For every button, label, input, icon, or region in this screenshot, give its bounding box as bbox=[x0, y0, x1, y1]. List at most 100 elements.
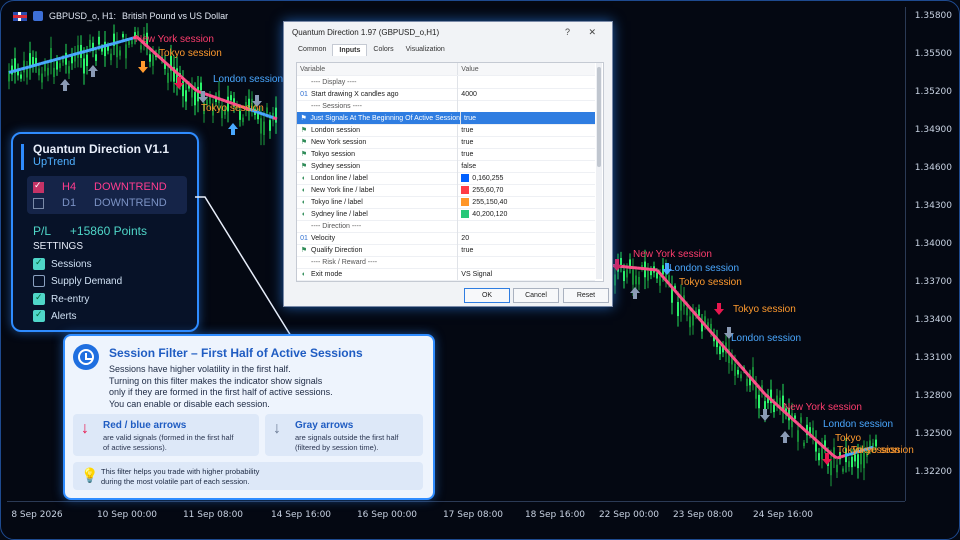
candle-body bbox=[863, 452, 865, 469]
row-label: Start drawing X candles ago bbox=[311, 90, 399, 98]
grid-row[interactable]: ◐ New York line / label 255,60,70 bbox=[297, 184, 595, 197]
session-filter-body: Sessions have higher volatility in the f… bbox=[109, 364, 333, 410]
grid-row[interactable]: ---- Direction ---- bbox=[297, 220, 595, 233]
row-value[interactable] bbox=[457, 220, 595, 232]
row-value[interactable]: false bbox=[457, 160, 595, 172]
candle-body bbox=[698, 309, 700, 316]
reset-button[interactable]: Reset bbox=[563, 288, 609, 303]
color-swatch[interactable] bbox=[461, 174, 470, 182]
candle-body bbox=[14, 58, 16, 73]
tab-colors[interactable]: Colors bbox=[373, 46, 394, 53]
tip-text: This filter helps you trade with higher … bbox=[101, 467, 259, 487]
grid-row[interactable]: ◐ Exit mode VS Signal bbox=[297, 268, 595, 281]
row-value[interactable]: true bbox=[457, 244, 595, 256]
row-value[interactable]: 4000 bbox=[457, 88, 595, 100]
row-value[interactable]: true bbox=[460, 112, 595, 124]
trend-line-segment bbox=[739, 365, 747, 373]
trend-line-segment bbox=[191, 86, 199, 93]
row-value[interactable]: true bbox=[457, 124, 595, 136]
row-type-icon: ◐ bbox=[301, 174, 307, 182]
row-value[interactable]: 20 bbox=[457, 232, 595, 244]
candle-body bbox=[185, 90, 187, 102]
trend-line-segment bbox=[268, 114, 274, 120]
grid-row[interactable]: ⚑ Just Signals At The Beginning Of Active… bbox=[297, 112, 595, 125]
candle-body bbox=[737, 369, 739, 375]
grid-row[interactable]: ⚑ New York session true bbox=[297, 136, 595, 149]
grid-row[interactable]: ⚑ Sydney session false bbox=[297, 160, 595, 173]
trend-line-segment bbox=[779, 407, 787, 414]
cancel-button[interactable]: Cancel bbox=[513, 288, 559, 303]
timeframe-row-h4[interactable]: H4 DOWNTREND bbox=[33, 180, 167, 193]
setting-sessions[interactable]: Sessions bbox=[33, 257, 92, 270]
grid-scrollbar[interactable] bbox=[596, 63, 602, 279]
setting-re-entry[interactable]: Re-entry bbox=[33, 292, 89, 305]
price-tick-label: 1.34000 bbox=[914, 239, 952, 249]
row-value[interactable]: 40,200,120 bbox=[457, 208, 595, 220]
dialog-controls[interactable]: ? ✕ bbox=[564, 27, 604, 37]
row-value[interactable]: 0,160,255 bbox=[457, 172, 595, 184]
timeframe-row-d1[interactable]: D1 DOWNTREND bbox=[33, 197, 167, 209]
candle-body bbox=[854, 454, 856, 462]
trend-line-segment bbox=[799, 425, 807, 432]
trend-line-segment bbox=[715, 338, 723, 345]
row-value[interactable] bbox=[457, 76, 595, 88]
row-value[interactable]: 255,150,40 bbox=[457, 196, 595, 208]
trend-line-segment bbox=[48, 58, 54, 63]
trend-line-segment bbox=[36, 62, 42, 67]
color-swatch[interactable] bbox=[461, 210, 470, 218]
checkbox-icon[interactable] bbox=[33, 292, 45, 305]
grid-row[interactable]: ◐ London line / label 0,160,255 bbox=[297, 172, 595, 185]
grid-row[interactable]: ⚑ Qualify Direction true bbox=[297, 244, 595, 257]
grid-row[interactable]: ◐ Sydney line / label 40,200,120 bbox=[297, 208, 595, 221]
ok-button[interactable]: OK bbox=[464, 288, 510, 303]
trend-status: UpTrend bbox=[33, 156, 76, 168]
row-value-text: true bbox=[461, 246, 474, 254]
row-value[interactable] bbox=[457, 256, 595, 268]
color-swatch[interactable] bbox=[461, 186, 470, 194]
grid-row[interactable]: ⚑ Tokyo session true bbox=[297, 148, 595, 161]
grid-row[interactable]: ---- Risk / Reward ---- bbox=[297, 256, 595, 269]
row-value[interactable]: true bbox=[457, 136, 595, 148]
checkbox-icon[interactable] bbox=[33, 197, 44, 209]
grid-row[interactable]: 01 Start drawing X candles ago 4000 bbox=[297, 88, 595, 101]
row-value[interactable]: true bbox=[457, 148, 595, 160]
price-tick-label: 1.34300 bbox=[914, 201, 952, 211]
grid-row[interactable]: ---- Display ---- bbox=[297, 76, 595, 89]
row-value[interactable] bbox=[457, 100, 595, 112]
candle-body bbox=[800, 417, 802, 423]
grid-row[interactable]: 01 Velocity 20 bbox=[297, 232, 595, 245]
trend-line-segment bbox=[147, 46, 155, 53]
candle-body bbox=[203, 102, 205, 115]
trend-line-segment bbox=[695, 315, 703, 322]
checkbox-icon[interactable] bbox=[33, 275, 45, 287]
checkbox-icon[interactable] bbox=[33, 257, 45, 270]
setting-alerts[interactable]: Alerts bbox=[33, 309, 77, 322]
row-variable: ⚑ Qualify Direction bbox=[297, 246, 457, 255]
checkbox-icon[interactable] bbox=[33, 309, 45, 322]
candle-body bbox=[149, 54, 151, 62]
session-label: Tokyo session bbox=[159, 48, 222, 59]
price-chart[interactable] bbox=[7, 7, 905, 501]
row-value[interactable]: 255,60,70 bbox=[457, 184, 595, 196]
trend-line-segment bbox=[699, 319, 707, 327]
row-type-icon: 01 bbox=[300, 234, 308, 242]
chart-canvas[interactable] bbox=[7, 7, 905, 501]
row-value[interactable]: VS Signal bbox=[457, 268, 595, 280]
candle-body bbox=[677, 302, 679, 317]
candle-body bbox=[32, 57, 34, 66]
candle-body bbox=[269, 120, 271, 131]
color-swatch[interactable] bbox=[461, 198, 470, 206]
tab-inputs[interactable]: Inputs bbox=[332, 44, 368, 56]
grid-row[interactable]: ⚑ London session true bbox=[297, 124, 595, 137]
row-value-text: 20 bbox=[461, 234, 470, 242]
tab-visualization[interactable]: Visualization bbox=[405, 46, 445, 53]
tab-common[interactable]: Common bbox=[298, 46, 327, 53]
candle-body bbox=[866, 447, 868, 457]
setting-supply-demand[interactable]: Supply Demand bbox=[33, 275, 122, 287]
inputs-grid[interactable]: Variable Value ---- Display ---- 01 Start … bbox=[296, 62, 604, 282]
price-tick-label: 1.33100 bbox=[914, 353, 952, 363]
checkbox-icon[interactable] bbox=[33, 180, 44, 193]
grid-row[interactable]: ◐ Tokyo line / label 255,150,40 bbox=[297, 196, 595, 209]
row-label: ---- Display ---- bbox=[311, 78, 357, 86]
setting-label: Sessions bbox=[51, 258, 92, 270]
